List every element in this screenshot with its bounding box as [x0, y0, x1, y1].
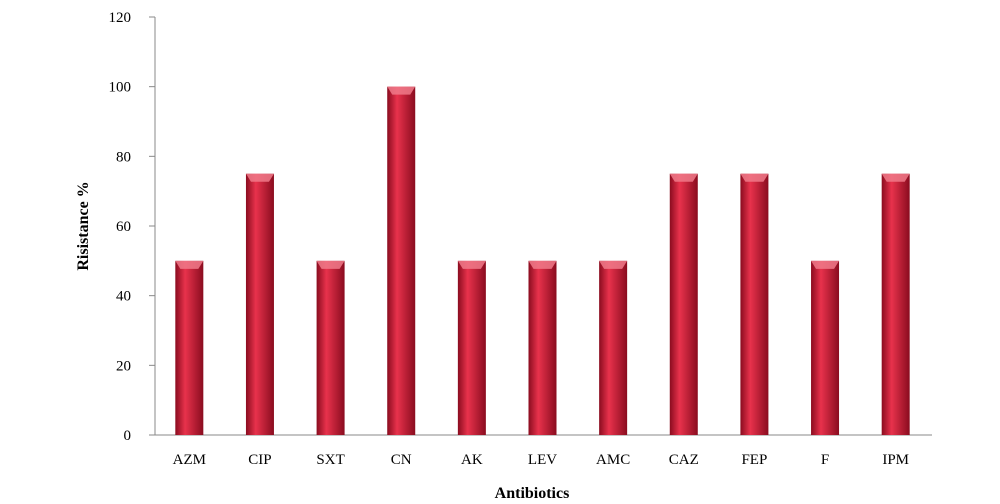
bar-body: [811, 260, 840, 435]
y-tick-label: 40: [116, 289, 131, 305]
x-axis-title: Antibiotics: [495, 485, 570, 502]
bar-cap: [669, 173, 698, 182]
bar-cap: [175, 260, 204, 269]
x-tick-label: F: [821, 452, 829, 468]
bar-ipm: [881, 173, 910, 435]
bar-body: [457, 260, 486, 435]
bar-cap: [599, 260, 628, 269]
bar-cap: [245, 173, 274, 182]
x-axis: AZM CIP SXT CN AK LEV AMC CAZ FEP F IPM: [155, 434, 932, 468]
bar-cap: [811, 260, 840, 269]
bar-caz: [669, 173, 698, 435]
y-tick-label: 100: [109, 80, 132, 96]
bar-ak: [457, 260, 486, 435]
y-tick-label: 60: [116, 219, 131, 235]
y-tick-label: 20: [116, 358, 131, 374]
x-tick-label: LEV: [528, 452, 557, 468]
y-axis: 0 20 40 60 80 100 120: [109, 10, 156, 444]
bar-cap: [457, 260, 486, 269]
x-tick-label: AZM: [173, 452, 206, 468]
x-tick-label: CIP: [248, 452, 271, 468]
y-tick-label: 80: [116, 149, 131, 165]
bar-body: [599, 260, 628, 435]
bar-body: [175, 260, 204, 435]
bar-cn: [387, 86, 416, 436]
bar-cap: [881, 173, 910, 182]
bar-body: [881, 173, 910, 435]
bar-cip: [245, 173, 274, 435]
x-tick-label: AK: [461, 452, 483, 468]
bar-body: [245, 173, 274, 435]
bar-cap: [387, 86, 416, 95]
x-tick-label: CN: [391, 452, 412, 468]
bar-f: [811, 260, 840, 435]
x-tick-label: FEP: [741, 452, 767, 468]
bar-amc: [599, 260, 628, 435]
bar-body: [387, 86, 416, 436]
y-axis-title: Risistance %: [75, 181, 92, 270]
bar-azm: [175, 260, 204, 435]
x-tick-label: CAZ: [669, 452, 699, 468]
bar-body: [669, 173, 698, 435]
bar-cap: [740, 173, 769, 182]
x-tick-label: SXT: [316, 452, 344, 468]
y-tick-label: 120: [109, 10, 132, 26]
bar-cap: [528, 260, 557, 269]
bar-fep: [740, 173, 769, 435]
bar-body: [316, 260, 345, 435]
bar-body: [528, 260, 557, 435]
y-tick-label: 0: [124, 428, 132, 444]
bar-body: [740, 173, 769, 435]
x-tick-label: IPM: [882, 452, 909, 468]
bars: [175, 86, 910, 436]
x-tick-label: AMC: [596, 452, 630, 468]
bar-lev: [528, 260, 557, 435]
bar-cap: [316, 260, 345, 269]
bar-sxt: [316, 260, 345, 435]
